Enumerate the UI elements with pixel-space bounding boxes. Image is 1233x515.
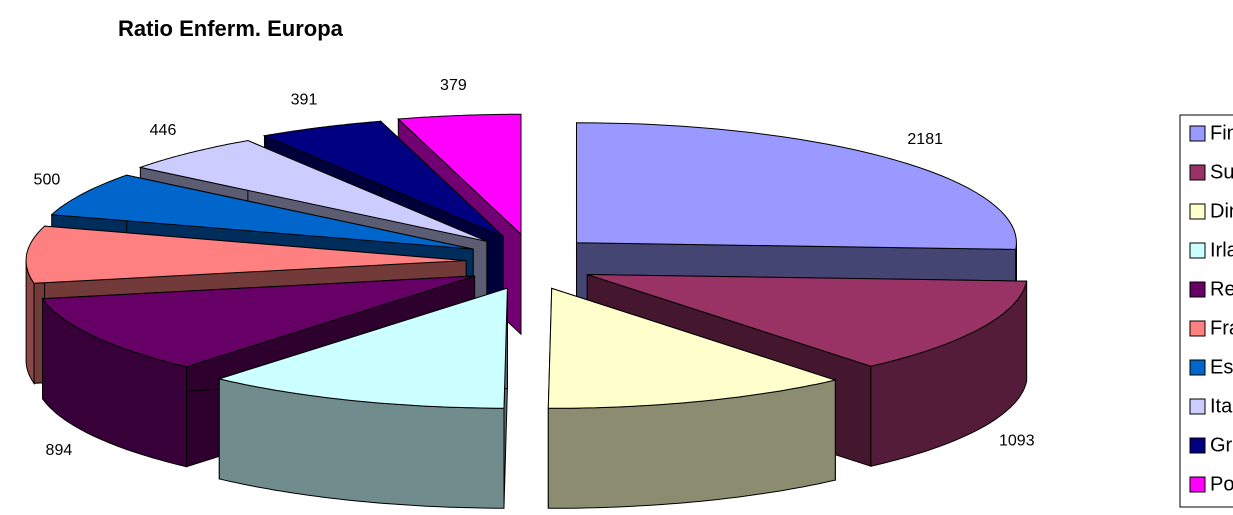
legend-item: Francia bbox=[1189, 317, 1233, 339]
legend-label: Francia bbox=[1210, 317, 1233, 339]
slice-top bbox=[50, 174, 474, 250]
legend-item: Finlandia bbox=[1189, 122, 1233, 144]
slice-top bbox=[41, 275, 475, 368]
legend-item: Reino Unido bbox=[1189, 278, 1233, 300]
legend-label: Finlandia bbox=[1210, 122, 1233, 144]
legend-swatch bbox=[1189, 164, 1206, 181]
legend-item: Portugal bbox=[1189, 473, 1233, 495]
slice-top bbox=[25, 225, 467, 284]
legend-swatch bbox=[1189, 398, 1206, 415]
slice-irlanda bbox=[217, 287, 508, 509]
legend-label: España bbox=[1210, 356, 1233, 378]
legend-label: Grecia bbox=[1210, 434, 1233, 456]
slice-top bbox=[397, 113, 522, 236]
data-label-reino-unido: 894 bbox=[46, 442, 73, 459]
legend-label: Irlanda bbox=[1210, 239, 1233, 261]
legend-item: España bbox=[1189, 356, 1233, 378]
legend-swatch bbox=[1189, 281, 1206, 298]
slice-top bbox=[575, 122, 1017, 250]
legend-swatch bbox=[1189, 242, 1206, 259]
data-label-portugal: 379 bbox=[440, 77, 467, 94]
data-labels: 21811093950947894646500446391379 bbox=[0, 77, 1035, 459]
legend-label: Portugal bbox=[1210, 473, 1233, 495]
legend: Finlandia Suecia Dinamarca Irlanda Reino Uni… bbox=[1179, 114, 1233, 508]
slice-top bbox=[587, 274, 1028, 367]
slice-top bbox=[547, 287, 838, 409]
legend-frame bbox=[1179, 114, 1233, 508]
legend-items: Finlandia Suecia Dinamarca Irlanda Reino Uni… bbox=[1189, 122, 1233, 495]
chart-title: Ratio Enferm. Europa bbox=[118, 16, 343, 41]
slice-top bbox=[138, 140, 488, 242]
legend-swatch bbox=[1189, 437, 1206, 454]
slice-dinamarca bbox=[547, 287, 838, 509]
legend-item: Dinamarca bbox=[1189, 200, 1233, 222]
legend-swatch bbox=[1189, 359, 1206, 376]
slice-top bbox=[262, 120, 504, 237]
data-label-finlandia: 2181 bbox=[907, 131, 943, 148]
legend-item: Grecia bbox=[1189, 434, 1233, 456]
legend-swatch bbox=[1189, 125, 1206, 142]
legend-label: Suecia bbox=[1210, 161, 1233, 183]
legend-item: Suecia bbox=[1189, 161, 1233, 183]
legend-label: Dinamarca bbox=[1210, 200, 1233, 222]
data-label-italia: 446 bbox=[150, 122, 177, 139]
legend-swatch bbox=[1189, 320, 1206, 337]
data-label-españa: 500 bbox=[34, 171, 61, 188]
legend-label: Italia bbox=[1210, 395, 1233, 417]
data-label-grecia: 391 bbox=[291, 91, 318, 108]
legend-label: Reino Unido bbox=[1210, 278, 1233, 300]
slice-top bbox=[217, 287, 508, 409]
legend-item: Italia bbox=[1189, 395, 1233, 417]
legend-item: Irlanda bbox=[1189, 239, 1233, 261]
data-label-suecia: 1093 bbox=[999, 433, 1035, 450]
legend-swatch bbox=[1189, 203, 1206, 220]
pie-slices bbox=[25, 113, 1028, 509]
legend-swatch bbox=[1189, 476, 1206, 493]
